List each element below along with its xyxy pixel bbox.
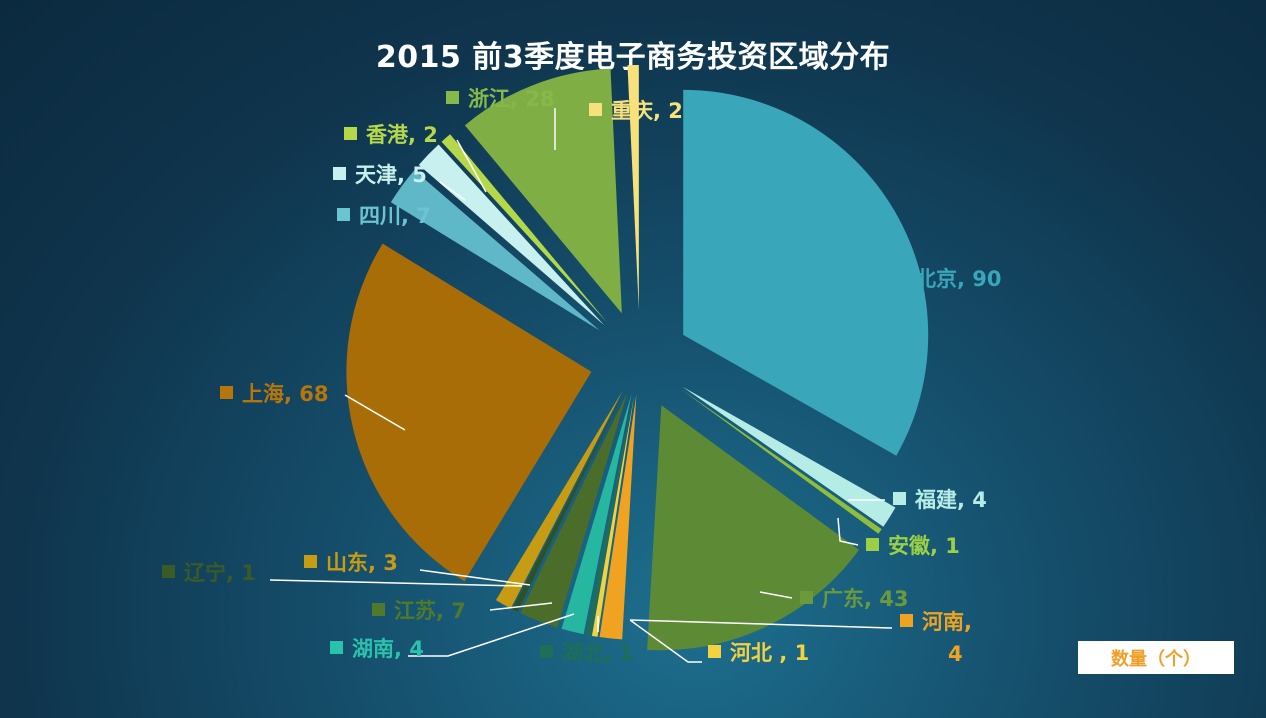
label-text-湖北: 湖北, 1 bbox=[562, 641, 634, 665]
label-text-香港: 香港, 2 bbox=[366, 123, 438, 147]
data-label-山东: 山东, 3 bbox=[304, 551, 398, 575]
slice-四川 bbox=[390, 170, 600, 331]
data-label-湖北: 湖北, 1 bbox=[540, 641, 634, 665]
slice-河北 bbox=[591, 394, 635, 637]
data-label-湖南: 湖南, 4 bbox=[330, 637, 424, 661]
data-label-重庆: 重庆, 2 bbox=[589, 99, 683, 123]
data-label-天津: 天津, 5 bbox=[333, 163, 427, 187]
label-swatch-湖南 bbox=[330, 641, 343, 654]
slice-重庆 bbox=[627, 65, 639, 311]
label-text-上海: 上海, 68 bbox=[242, 382, 329, 406]
slice-香港 bbox=[441, 134, 608, 323]
slice-浙江 bbox=[464, 68, 622, 314]
label-swatch-湖北 bbox=[540, 645, 553, 658]
label-text-辽宁: 辽宁, 1 bbox=[184, 561, 256, 585]
slice-福建 bbox=[682, 386, 896, 527]
label-text-北京: 北京, 90 bbox=[915, 267, 1002, 291]
data-label-香港: 香港, 2 bbox=[344, 123, 438, 147]
label-swatch-河南 bbox=[900, 614, 913, 627]
slice-湖北 bbox=[585, 394, 634, 636]
data-label-北京: 北京, 90 bbox=[893, 267, 1002, 291]
pie-slices bbox=[346, 65, 929, 651]
data-label-广东: 广东, 43 bbox=[800, 587, 909, 611]
label-text-湖南: 湖南, 4 bbox=[352, 637, 424, 661]
label-text-福建: 福建, 4 bbox=[914, 488, 987, 512]
unit-label: 数量（个） bbox=[1078, 641, 1234, 674]
data-label-河北: 河北 , 1 bbox=[708, 641, 809, 665]
label-swatch-安徽 bbox=[866, 538, 879, 551]
data-label-四川: 四川, 7 bbox=[337, 204, 431, 228]
label-swatch-江苏 bbox=[372, 603, 385, 616]
data-labels: 北京, 90 福建, 4 安徽, 1 广东, 43 河南, 4 河北 , 1 湖北, 1 湖南,… bbox=[162, 87, 1002, 666]
leader-lines bbox=[269, 108, 893, 663]
label-text-河北: 河北 , 1 bbox=[730, 641, 809, 665]
slice-安徽 bbox=[680, 389, 882, 534]
leader-line-辽宁 bbox=[269, 579, 523, 587]
slice-天津 bbox=[418, 144, 605, 326]
label-text-重庆: 重庆, 2 bbox=[611, 99, 683, 123]
leader-line-上海 bbox=[344, 394, 406, 431]
label-text-广东: 广东, 43 bbox=[822, 587, 909, 611]
slice-湖南 bbox=[561, 393, 632, 635]
label-swatch-福建 bbox=[893, 492, 906, 505]
data-label-江苏: 江苏, 7 bbox=[372, 599, 466, 623]
slice-北京 bbox=[683, 89, 929, 456]
slice-江苏 bbox=[520, 392, 628, 628]
label-text-河南: 4 bbox=[948, 642, 963, 666]
data-label-安徽: 安徽, 1 bbox=[866, 534, 960, 558]
slice-上海 bbox=[346, 243, 592, 582]
label-swatch-四川 bbox=[337, 208, 350, 221]
leader-line-天津 bbox=[439, 181, 466, 201]
data-label-福建: 福建, 4 bbox=[893, 488, 987, 512]
label-text-山东: 山东, 3 bbox=[326, 551, 398, 575]
slice-河南 bbox=[599, 394, 637, 640]
data-label-浙江: 浙江, 28 bbox=[446, 87, 555, 111]
leader-line-河南 bbox=[629, 619, 893, 629]
label-swatch-浙江 bbox=[446, 91, 459, 104]
slice-广东 bbox=[647, 405, 860, 651]
label-text-四川: 四川, 7 bbox=[359, 204, 431, 228]
leader-line-广东 bbox=[759, 591, 793, 599]
label-swatch-山东 bbox=[304, 555, 317, 568]
label-swatch-天津 bbox=[333, 167, 346, 180]
leader-line-湖南 bbox=[408, 613, 575, 657]
slice-辽宁 bbox=[512, 391, 625, 612]
data-label-上海: 上海, 68 bbox=[220, 382, 329, 406]
label-swatch-重庆 bbox=[589, 103, 602, 116]
leader-line-山东 bbox=[419, 569, 531, 586]
data-label-河南: 河南, 4 bbox=[900, 610, 972, 666]
label-text-河南: 河南, bbox=[922, 610, 972, 634]
leader-line-安徽 bbox=[837, 517, 859, 546]
label-text-浙江: 浙江, 28 bbox=[468, 87, 555, 111]
label-swatch-辽宁 bbox=[162, 565, 175, 578]
slice-山东 bbox=[495, 390, 623, 609]
label-text-天津: 天津, 5 bbox=[355, 163, 427, 187]
label-swatch-上海 bbox=[220, 386, 233, 399]
label-text-安徽: 安徽, 1 bbox=[888, 534, 960, 558]
leader-line-江苏 bbox=[489, 602, 553, 611]
label-text-江苏: 江苏, 7 bbox=[394, 599, 466, 623]
label-swatch-香港 bbox=[344, 127, 357, 140]
leader-line-河北 bbox=[629, 619, 702, 663]
data-label-辽宁: 辽宁, 1 bbox=[162, 561, 256, 585]
leader-line-香港 bbox=[456, 139, 487, 193]
label-swatch-广东 bbox=[800, 591, 813, 604]
label-swatch-河北 bbox=[708, 645, 721, 658]
label-swatch-北京 bbox=[893, 271, 906, 284]
